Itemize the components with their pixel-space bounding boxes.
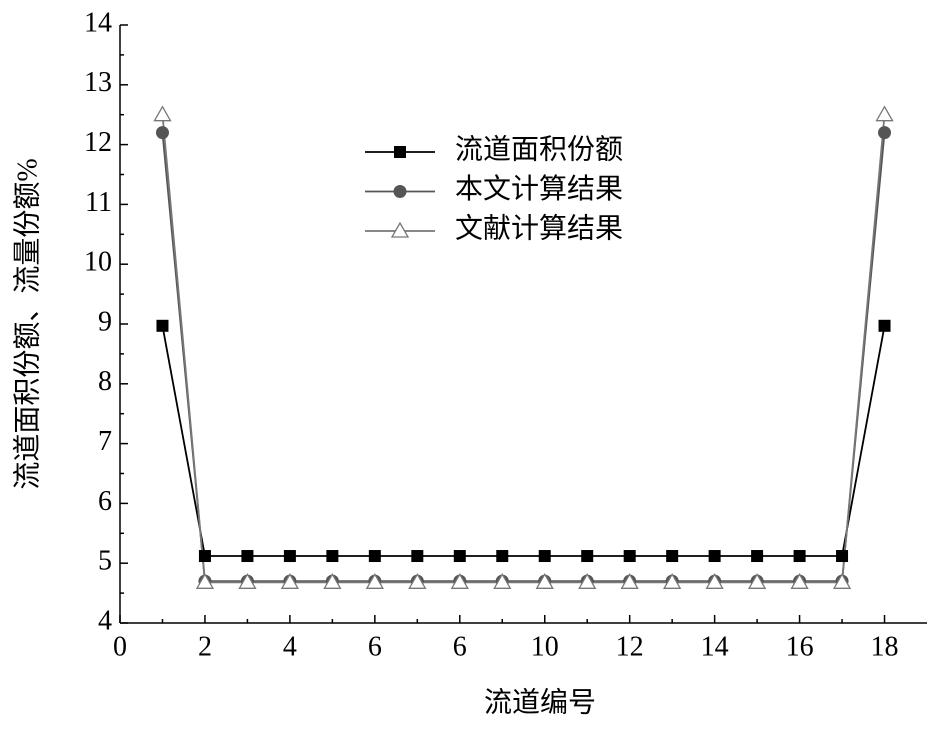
y-tick-label: 10 <box>84 247 112 278</box>
marker <box>241 550 254 563</box>
x-axis-label: 流道编号 <box>484 686 596 718</box>
legend-marker <box>394 146 406 158</box>
marker <box>238 573 257 589</box>
marker <box>493 573 512 589</box>
x-tick-label: 2 <box>198 631 212 662</box>
marker <box>620 573 639 589</box>
marker <box>538 550 551 563</box>
marker <box>411 550 424 563</box>
x-tick-label: 16 <box>786 631 814 662</box>
series-line <box>161 325 886 557</box>
legend-label: 本文计算结果 <box>455 173 623 205</box>
marker <box>323 573 342 589</box>
marker <box>623 550 636 563</box>
marker <box>326 550 339 563</box>
marker <box>365 573 384 589</box>
x-tick-label: 4 <box>283 631 297 662</box>
y-tick-label: 7 <box>98 426 112 457</box>
series-line <box>161 132 886 583</box>
x-tick-label: 6 <box>368 631 382 662</box>
legend-marker <box>393 185 407 198</box>
x-tick-label: 0 <box>113 631 127 662</box>
marker <box>793 550 806 563</box>
marker <box>368 550 381 563</box>
marker <box>747 573 767 589</box>
marker <box>408 573 427 589</box>
legend-label: 流道面积份额 <box>455 133 623 165</box>
y-tick-label: 6 <box>98 486 112 517</box>
marker <box>153 105 172 122</box>
y-tick-label: 13 <box>84 67 112 98</box>
marker <box>836 550 849 563</box>
marker <box>581 550 594 563</box>
marker <box>666 550 679 563</box>
marker <box>198 550 211 563</box>
marker <box>751 550 764 563</box>
x-tick-label: 18 <box>871 631 899 662</box>
y-tick-label: 4 <box>98 605 112 636</box>
marker <box>708 550 721 563</box>
marker <box>155 126 169 140</box>
marker <box>578 573 597 589</box>
marker <box>878 126 892 140</box>
marker <box>535 573 554 589</box>
legend-label: 文献计算结果 <box>455 212 623 244</box>
x-tick-label: 10 <box>531 631 559 662</box>
marker <box>283 550 296 563</box>
y-tick-label: 12 <box>84 127 112 158</box>
y-tick-label: 8 <box>98 366 112 397</box>
y-tick-label: 9 <box>98 306 112 337</box>
marker <box>453 550 466 563</box>
legend-marker <box>390 221 410 238</box>
series-line <box>161 114 886 584</box>
marker <box>156 319 169 332</box>
y-axis-label: 流道面积份额、流量份额% <box>11 158 43 489</box>
marker <box>663 573 682 589</box>
y-tick-label: 14 <box>84 7 112 38</box>
marker <box>195 573 215 589</box>
x-tick-label: 14 <box>701 631 729 662</box>
marker <box>832 573 852 589</box>
marker <box>450 573 469 589</box>
x-tick-label: 12 <box>616 631 644 662</box>
marker <box>280 573 300 589</box>
marker <box>790 573 809 589</box>
marker <box>496 550 509 563</box>
marker <box>878 319 891 332</box>
marker <box>875 105 894 122</box>
x-tick-label: 6 <box>453 631 467 662</box>
y-tick-label: 11 <box>85 187 112 218</box>
y-tick-label: 5 <box>98 546 112 577</box>
marker <box>705 573 724 589</box>
